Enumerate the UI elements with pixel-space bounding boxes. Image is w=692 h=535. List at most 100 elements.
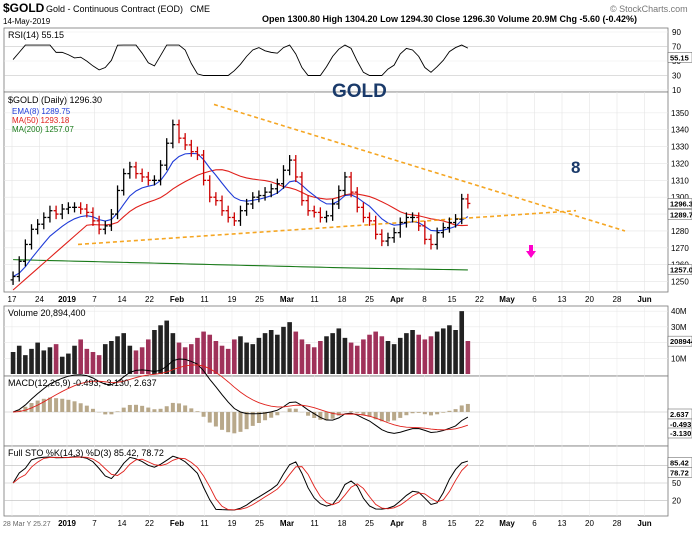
- macd-histogram-bar: [441, 412, 445, 413]
- x-tick-label: 2019: [58, 519, 76, 528]
- macd-histogram-bar: [103, 412, 107, 414]
- volume-bar: [293, 332, 298, 374]
- x-tick-label: 13: [558, 295, 567, 304]
- macd-histogram-bar: [269, 412, 273, 418]
- volume-bar: [115, 336, 120, 374]
- x-tick-label: 13: [558, 519, 567, 528]
- ma200-value-text: 1257.07: [670, 266, 692, 275]
- macd-histogram-bar: [306, 412, 310, 416]
- volume-bar: [78, 339, 83, 374]
- sto-d-value-text: 78.72: [670, 468, 689, 477]
- sto-label: Full STO %K(14,3) %D(3) 85.42, 78.72: [8, 448, 164, 458]
- volume-bar: [287, 322, 292, 374]
- y-tick-label: 1270: [671, 244, 689, 253]
- macd-hist-value: 2.637: [668, 409, 692, 419]
- macd-signal-value-text: -3.130: [670, 429, 691, 438]
- sto-d-value: 78.72: [668, 467, 692, 477]
- footer-date: 28 Mar Y 25.27: [3, 521, 51, 528]
- x-tick-label: 6: [532, 295, 537, 304]
- x-tick-label: 22: [475, 295, 484, 304]
- macd-histogram-bar: [275, 412, 279, 415]
- volume-bar: [361, 339, 366, 374]
- volume-bar: [392, 344, 397, 374]
- price-label: $GOLD (Daily) 1296.30: [8, 95, 102, 105]
- macd-histogram-bar: [48, 398, 52, 412]
- rsi-tick-label: 10: [672, 86, 681, 95]
- macd-histogram-bar: [159, 409, 163, 412]
- volume-bar: [48, 347, 53, 374]
- volume-bar: [109, 341, 114, 374]
- volume-bar: [35, 343, 40, 374]
- y-tick-label: 1350: [671, 109, 689, 118]
- volume-bar: [11, 352, 16, 374]
- macd-histogram-bar: [202, 412, 206, 417]
- x-tick-label: 7: [92, 295, 97, 304]
- x-tick-label: 6: [532, 519, 537, 528]
- volume-bar: [238, 336, 243, 374]
- macd-histogram-bar: [189, 408, 193, 412]
- x-tick-label: Feb: [170, 519, 184, 528]
- x-tick-label: Jun: [637, 295, 651, 304]
- volume-bar: [453, 330, 458, 374]
- macd-histogram-bar: [318, 412, 322, 420]
- x-tick-label: 22: [145, 295, 154, 304]
- macd-histogram-bar: [146, 408, 150, 412]
- macd-histogram-bar: [165, 406, 169, 412]
- symbol-label: $GOLD: [3, 1, 45, 15]
- macd-histogram-bar: [91, 409, 95, 412]
- macd-histogram-bar: [140, 406, 144, 412]
- macd-histogram-bar: [208, 412, 212, 423]
- macd-histogram-bar: [398, 412, 402, 418]
- x-tick-label: 28: [613, 295, 622, 304]
- y-tick-label: 1280: [671, 227, 689, 236]
- volume-bar: [318, 341, 323, 374]
- volume-bar: [152, 330, 157, 374]
- x-tick-label: 20: [585, 519, 594, 528]
- x-tick-label: Mar: [280, 295, 294, 304]
- volume-bar: [300, 339, 305, 374]
- macd-label: MACD(12,26,9) -0.493, -3.130, 2.637: [8, 378, 157, 388]
- macd-histogram-bar: [134, 405, 138, 412]
- volume-bar: [373, 332, 378, 374]
- macd-histogram-bar: [183, 405, 187, 412]
- volume-bar: [146, 339, 151, 374]
- macd-histogram-bar: [238, 412, 242, 432]
- volume-bar: [17, 346, 22, 374]
- sto-tick-label: 50: [672, 479, 681, 488]
- volume-bar: [103, 344, 108, 374]
- close-value-text: 1296.30: [670, 199, 692, 208]
- volume-bar: [171, 333, 176, 374]
- volume-bar: [183, 347, 188, 374]
- x-tick-label: 17: [8, 295, 17, 304]
- volume-bar: [349, 343, 354, 374]
- volume-bar: [410, 330, 415, 374]
- macd-histogram-bar: [220, 412, 224, 430]
- volume-bar: [447, 325, 452, 374]
- macd-histogram-bar: [435, 412, 439, 414]
- x-tick-label: 24: [35, 295, 44, 304]
- volume-bar: [269, 330, 274, 374]
- x-tick-label: 18: [338, 295, 347, 304]
- x-tick-label: 15: [448, 295, 457, 304]
- volume-tick-label: 10M: [671, 354, 687, 363]
- macd-histogram-bar: [177, 403, 181, 412]
- macd-histogram-bar: [454, 409, 458, 412]
- x-tick-label: 25: [365, 519, 374, 528]
- volume-bar: [195, 338, 200, 374]
- volume-value-text: 20894400: [670, 337, 692, 346]
- volume-bar: [275, 335, 280, 374]
- macd-histogram-bar: [386, 412, 390, 422]
- y-tick-label: 1330: [671, 143, 689, 152]
- macd-histogram-bar: [66, 400, 70, 412]
- volume-bar: [128, 346, 133, 374]
- rsi-tick-label: 30: [672, 72, 681, 81]
- volume-bar: [312, 347, 317, 374]
- volume-bar: [398, 338, 403, 374]
- volume-bar: [23, 355, 28, 374]
- volume-bar: [423, 339, 428, 374]
- x-tick-label: Feb: [170, 295, 184, 304]
- macd-histogram-bar: [116, 411, 120, 412]
- x-tick-label: 25: [255, 519, 264, 528]
- volume-label: Volume 20,894,400: [8, 308, 86, 318]
